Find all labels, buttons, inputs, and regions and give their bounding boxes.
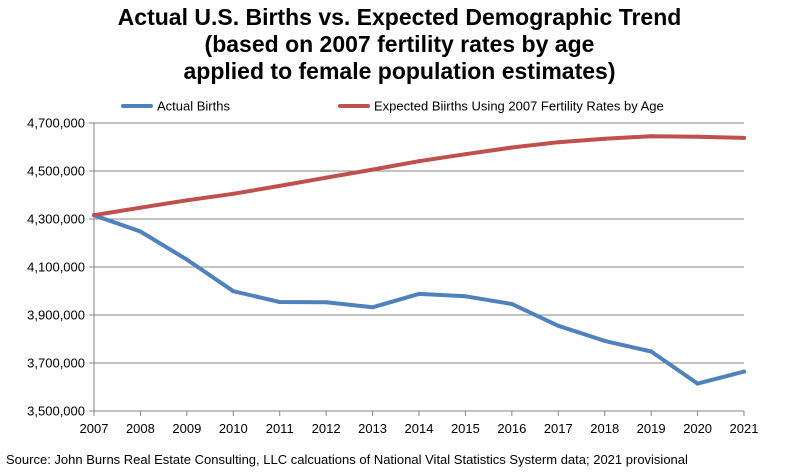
- title-line-2: (based on 2007 fertility rates by age: [204, 31, 595, 57]
- y-tick-label: 3,700,000: [27, 356, 85, 371]
- data-point: [417, 291, 421, 296]
- x-tick-label: 2007: [80, 421, 109, 436]
- x-tick-label: 2010: [219, 421, 248, 436]
- series-lines: [92, 134, 746, 386]
- chart-title: Actual U.S. Births vs. Expected Demograp…: [0, 4, 799, 85]
- data-point: [324, 300, 329, 305]
- x-tick-label: 2015: [451, 421, 480, 436]
- data-point: [231, 191, 236, 196]
- y-tick-label: 4,500,000: [27, 164, 85, 179]
- data-point: [509, 301, 514, 306]
- x-tick-label: 2008: [126, 421, 155, 436]
- grid-lines: [89, 122, 744, 412]
- y-tick-label: 4,100,000: [27, 260, 85, 275]
- data-point: [602, 136, 607, 141]
- data-point: [556, 323, 561, 328]
- data-point: [370, 167, 375, 172]
- data-point: [509, 145, 514, 150]
- x-tick-label: 2017: [544, 421, 573, 436]
- y-tick-label: 3,500,000: [27, 404, 85, 419]
- x-tick-label: 2016: [497, 421, 526, 436]
- legend: Actual Births Expected Biirths Using 2007…: [121, 99, 664, 114]
- x-tick-label: 2020: [683, 421, 712, 436]
- data-point: [556, 140, 561, 145]
- source-note: Source: John Burns Real Estate Consultin…: [6, 452, 688, 467]
- data-point: [742, 369, 746, 374]
- series-line-expected: [92, 134, 746, 218]
- title-line-1: Actual U.S. Births vs. Expected Demograp…: [117, 4, 682, 30]
- y-tick-label: 4,700,000: [27, 116, 85, 131]
- title-line-3: applied to female population estimates): [183, 58, 616, 84]
- y-tick-labels: 3,500,000 3,700,000 3,900,000 4,100,000 4,30…: [27, 116, 85, 419]
- data-point: [370, 305, 375, 310]
- data-point: [231, 289, 236, 294]
- data-point: [277, 183, 282, 188]
- x-tick-labels: 2007 2008 2009 2010 2011 2012 2013 2014 2015 2016…: [80, 421, 759, 436]
- y-tick-label: 3,900,000: [27, 308, 85, 323]
- data-point: [184, 198, 189, 203]
- data-point: [649, 134, 654, 139]
- data-point: [184, 257, 189, 262]
- data-point: [463, 152, 468, 157]
- series-line-actual: [92, 213, 746, 386]
- data-point: [138, 229, 143, 234]
- data-point: [277, 300, 282, 305]
- data-point: [324, 175, 329, 180]
- x-tick-label: 2011: [266, 421, 294, 436]
- data-point: [92, 213, 96, 218]
- data-point: [742, 135, 746, 140]
- legend-label: Expected Biirths Using 2007 Fertility Ra…: [374, 99, 664, 114]
- x-tick-label: 2019: [637, 421, 666, 436]
- x-tick-label: 2018: [590, 421, 619, 436]
- x-tick-label: 2014: [405, 421, 434, 436]
- axes: [93, 123, 745, 416]
- x-tick-label: 2013: [358, 421, 387, 436]
- data-point: [602, 338, 607, 343]
- legend-label: Actual Births: [157, 99, 230, 114]
- data-point: [463, 294, 468, 299]
- y-tick-label: 4,300,000: [27, 212, 85, 227]
- data-point: [417, 159, 421, 164]
- x-tick-label: 2009: [172, 421, 201, 436]
- data-point: [695, 381, 700, 386]
- x-tick-label: 2021: [730, 421, 759, 436]
- x-tick-label: 2012: [312, 421, 341, 436]
- data-point: [695, 134, 700, 139]
- data-point: [649, 349, 654, 354]
- data-point: [138, 205, 143, 210]
